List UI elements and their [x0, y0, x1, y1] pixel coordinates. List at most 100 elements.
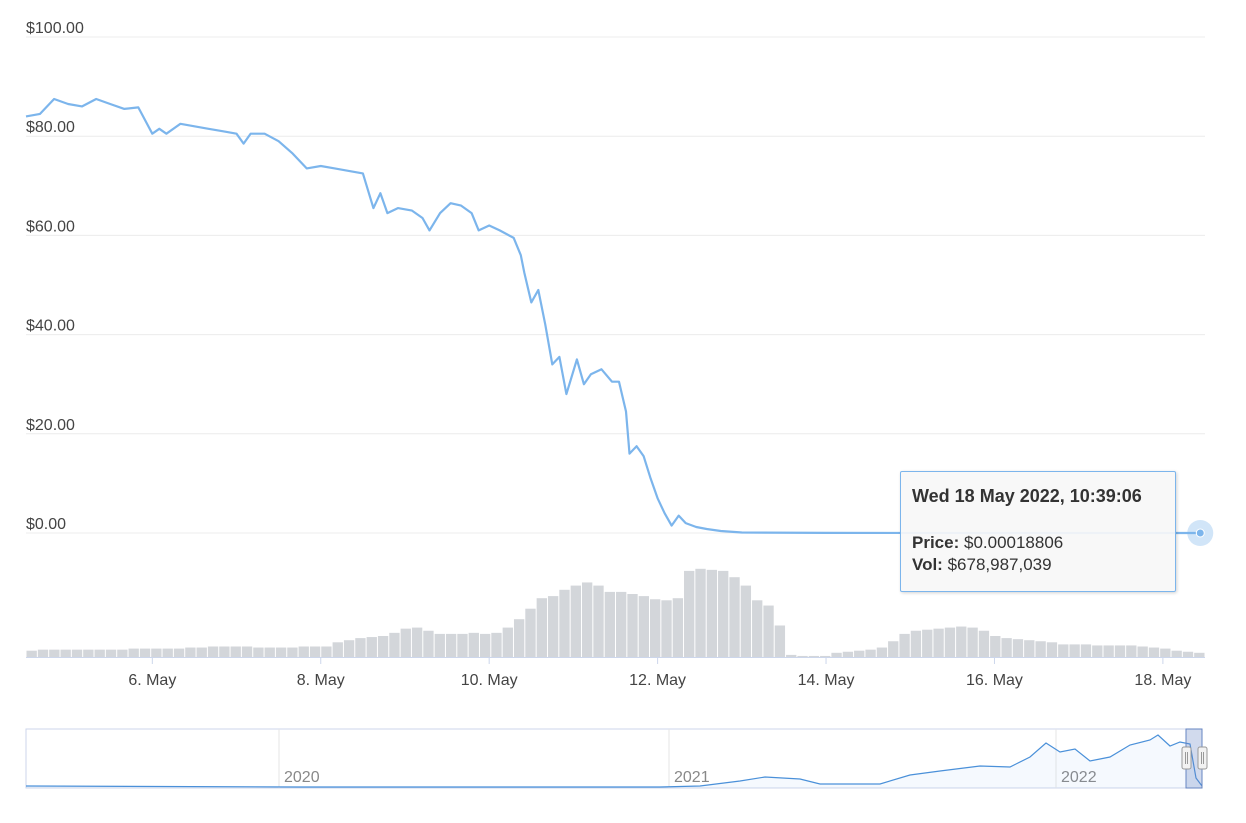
volume-bar: [774, 625, 786, 657]
volume-bar: [185, 647, 196, 657]
volume-bar: [60, 649, 71, 657]
volume-bar: [956, 626, 967, 657]
volume-bar: [253, 647, 264, 657]
volume-bar: [695, 568, 706, 657]
navigator-year-lines: 2020 2021 2022: [278, 729, 1097, 788]
volume-bar: [672, 598, 684, 657]
tooltip-price-value: $0.00018806: [963, 533, 1064, 552]
volume-bar: [944, 627, 956, 657]
volume-bar: [650, 599, 661, 657]
volume-bar: [740, 585, 752, 657]
tooltip-vol-row: Vol: $678,987,039: [912, 554, 1164, 576]
volume-bar: [298, 646, 309, 657]
volume-bar: [26, 650, 37, 657]
navigator-year-label: 2020: [284, 769, 320, 786]
navigator-year-label: 2021: [674, 769, 710, 786]
volume-bar: [1126, 645, 1137, 657]
volume-bar: [434, 633, 445, 657]
tooltip-price-row: Price: $0.00018806: [912, 532, 1164, 554]
volume-bar: [1182, 651, 1194, 657]
volume-bar: [593, 585, 604, 657]
volume-bar: [196, 647, 207, 657]
volume-bar: [786, 654, 797, 657]
volume-bar: [230, 646, 241, 657]
volume-bar: [128, 648, 139, 657]
volume-bar: [752, 600, 763, 657]
volume-bar: [1046, 642, 1058, 657]
volume-bar: [1148, 647, 1160, 657]
volume-bar: [910, 630, 922, 657]
volume-bar: [287, 647, 298, 657]
volume-bar: [94, 649, 105, 657]
volume-bar: [502, 627, 513, 657]
volume-bar: [105, 649, 117, 657]
volume-bar: [865, 649, 876, 657]
price-tooltip: Wed 18 May 2022, 10:39:06 Price: $0.0001…: [900, 471, 1176, 592]
volume-bar: [581, 582, 593, 657]
volume-bar: [547, 596, 559, 657]
volume-bar: [1001, 638, 1012, 657]
volume-bar: [1194, 652, 1205, 657]
volume-bar: [264, 647, 275, 657]
volume-bar: [275, 647, 287, 657]
navigator[interactable]: 2020 2021 2022: [25, 728, 1208, 789]
volume-bar: [162, 648, 173, 657]
volume-bar: [990, 636, 1001, 657]
volume-bar: [445, 633, 457, 657]
navigator-year-label: 2022: [1061, 769, 1097, 786]
volume-bar: [638, 596, 650, 657]
volume-bar: [1024, 640, 1035, 657]
volume-bar: [797, 655, 808, 657]
volume-bar: [1103, 645, 1114, 657]
navigator-area: [26, 735, 1202, 788]
tooltip-date: Wed 18 May 2022, 10:39:06: [912, 486, 1142, 506]
hover-marker: [1187, 519, 1214, 546]
volume-bar: [1012, 639, 1024, 657]
volume-bar: [933, 628, 944, 657]
volume-bar: [309, 646, 321, 657]
volume-bar: [604, 591, 615, 657]
volume-bar: [139, 648, 151, 657]
volume-bar: [1114, 645, 1126, 657]
price-line[interactable]: [25, 97, 1201, 535]
tooltip-vol-label: Vol:: [912, 555, 943, 574]
y-tick-label: $20.00: [26, 417, 75, 434]
volume-bar: [1058, 644, 1069, 657]
navigator-left-handle[interactable]: [1181, 746, 1192, 770]
volume-bar: [49, 649, 60, 657]
volume-bar: [706, 569, 718, 657]
volume-bar: [842, 651, 854, 657]
volume-bar: [343, 640, 355, 657]
navigator-right-handle[interactable]: [1197, 746, 1208, 770]
volume-bar: [922, 629, 933, 657]
volume-bar: [1035, 641, 1046, 657]
x-tick-label: 6. May: [128, 672, 176, 689]
y-tick-label: $100.00: [26, 20, 84, 37]
volume-bar: [1137, 646, 1148, 657]
volume-bars: [26, 568, 1205, 657]
hover-point: [1195, 528, 1205, 538]
volume-bar: [389, 632, 400, 657]
volume-bar: [718, 570, 729, 657]
volume-bar: [888, 641, 899, 657]
volume-bar: [491, 632, 502, 657]
volume-bar: [1092, 645, 1103, 657]
volume-bar: [241, 646, 253, 657]
tooltip-price-label: Price:: [912, 533, 960, 552]
volume-bar: [479, 633, 491, 657]
volume-bar: [513, 619, 525, 657]
volume-bar: [729, 577, 740, 657]
volume-bar: [151, 648, 162, 657]
volume-bar: [219, 646, 230, 657]
volume-bar: [808, 655, 820, 657]
volume-bar: [559, 589, 570, 657]
volume-bar: [831, 652, 842, 657]
volume-bar: [1069, 644, 1080, 657]
x-tick-label: 10. May: [461, 672, 518, 689]
volume-bar: [525, 608, 536, 657]
volume-bar: [37, 649, 49, 657]
volume-bar: [83, 649, 94, 657]
x-tick-label: 8. May: [297, 672, 345, 689]
volume-bar: [763, 605, 774, 657]
volume-bar: [411, 627, 423, 657]
